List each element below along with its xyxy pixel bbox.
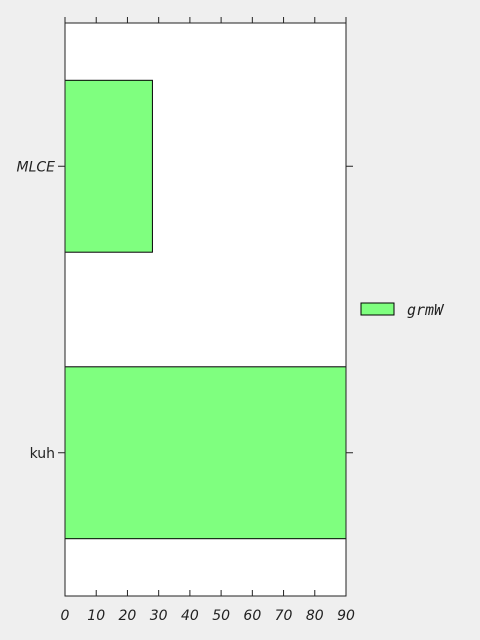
x-tick-label: 40 bbox=[181, 608, 199, 624]
x-tick-label: 10 bbox=[87, 608, 105, 624]
bar-MLCE bbox=[64, 79, 153, 253]
y-tick-label: MLCE bbox=[17, 159, 56, 175]
x-tick-label: 80 bbox=[306, 608, 324, 624]
y-tick-label: kuh bbox=[30, 446, 55, 462]
x-tick-label: 90 bbox=[337, 608, 355, 624]
legend: grmW bbox=[360, 301, 445, 319]
x-tick-label: 30 bbox=[150, 608, 168, 624]
bars-layer bbox=[64, 79, 347, 540]
legend-label: grmW bbox=[407, 301, 445, 319]
ticks-layer: 0 10 20 30 40 50 60 70 80 90 MLCE kuh bbox=[17, 17, 355, 624]
x-tick-label: 0 bbox=[61, 608, 70, 624]
x-tick-label: 20 bbox=[119, 608, 137, 624]
plot-frame bbox=[64, 22, 347, 597]
x-tick-label: 60 bbox=[243, 608, 261, 624]
legend-swatch bbox=[360, 302, 395, 316]
x-tick-label: 50 bbox=[212, 608, 230, 624]
x-tick-label: 70 bbox=[275, 608, 293, 624]
bar-kuh bbox=[64, 366, 347, 540]
